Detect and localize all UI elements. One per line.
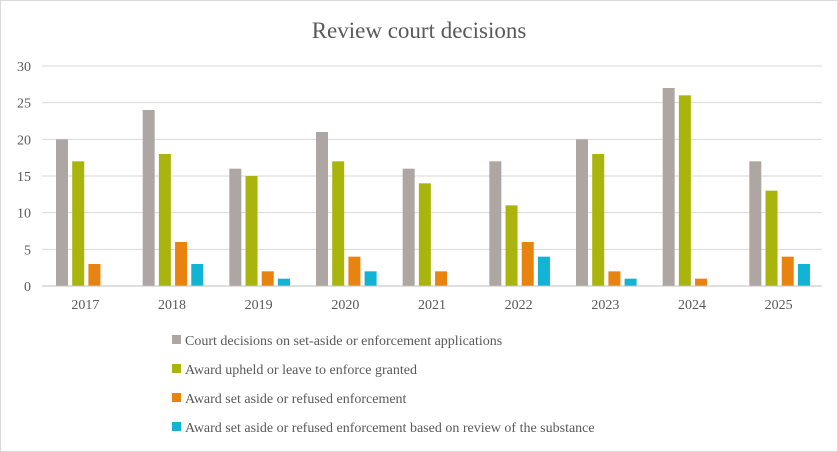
bar <box>364 271 377 286</box>
legend-swatch <box>172 364 181 373</box>
bar <box>662 88 675 286</box>
bar <box>191 264 204 286</box>
bar <box>418 183 431 286</box>
y-tick-label: 25 <box>17 97 31 112</box>
chart-title: Review court decisions <box>312 18 527 43</box>
bar <box>576 139 588 286</box>
bar <box>229 168 242 286</box>
x-tick-label: 2022 <box>505 298 533 313</box>
y-tick-label: 15 <box>17 170 31 185</box>
bar <box>245 176 258 286</box>
legend-item: Award set aside or refused enforcement b… <box>172 421 595 436</box>
bar <box>695 278 708 286</box>
y-tick-label: 20 <box>17 133 31 148</box>
x-tick-label: 2018 <box>158 298 186 313</box>
legend-item: Court decisions on set-aside or enforcem… <box>172 334 502 349</box>
bar <box>277 278 290 286</box>
legend-swatch <box>172 393 181 402</box>
legend-label: Award set aside or refused enforcement <box>185 392 407 407</box>
bar <box>781 256 794 286</box>
x-tick-label: 2021 <box>418 298 446 313</box>
bar <box>749 161 762 286</box>
y-tick-label: 5 <box>24 243 31 258</box>
bar <box>678 95 691 286</box>
bar <box>348 256 361 286</box>
gridlines <box>42 65 822 250</box>
bar <box>332 161 345 286</box>
x-tick-label: 2020 <box>331 298 359 313</box>
x-tick-label: 2017 <box>71 298 99 313</box>
bar <box>88 264 101 286</box>
legend-label: Award set aside or refused enforcement b… <box>185 421 595 436</box>
bar <box>608 271 621 286</box>
legend-swatch <box>172 422 181 431</box>
bar <box>142 110 155 286</box>
y-tick-label: 30 <box>17 60 31 75</box>
bar <box>158 154 171 286</box>
legend-label: Award upheld or leave to enforce granted <box>185 363 417 378</box>
bar <box>797 264 810 286</box>
bar <box>435 271 448 286</box>
bar <box>56 139 68 286</box>
bar <box>261 271 274 286</box>
legend: Court decisions on set-aside or enforcem… <box>172 334 595 436</box>
y-tick-label: 0 <box>24 280 31 295</box>
x-tick-label: 2025 <box>765 298 793 313</box>
legend-item: Award set aside or refused enforcement <box>172 392 407 407</box>
bar <box>537 256 550 286</box>
bars <box>56 88 810 286</box>
bar <box>402 168 415 286</box>
bar <box>489 161 502 286</box>
bar <box>175 242 188 286</box>
bar <box>765 190 778 286</box>
x-axis-ticks: 2017 2018 2019 2020 2021 2022 2023 2024 2025 <box>71 298 792 313</box>
bar <box>316 132 328 286</box>
bar <box>521 242 534 286</box>
y-tick-label: 10 <box>17 207 31 222</box>
x-tick-label: 2024 <box>678 298 706 313</box>
x-tick-label: 2019 <box>245 298 273 313</box>
legend-swatch <box>172 335 181 344</box>
bar <box>505 205 518 286</box>
bar <box>592 154 605 286</box>
legend-item: Award upheld or leave to enforce granted <box>172 363 417 378</box>
y-axis-ticks: 0 5 10 15 20 25 30 <box>17 60 31 295</box>
legend-label: Court decisions on set-aside or enforcem… <box>185 334 502 349</box>
x-tick-label: 2023 <box>591 298 619 313</box>
bar <box>72 161 85 286</box>
bar <box>624 278 637 286</box>
